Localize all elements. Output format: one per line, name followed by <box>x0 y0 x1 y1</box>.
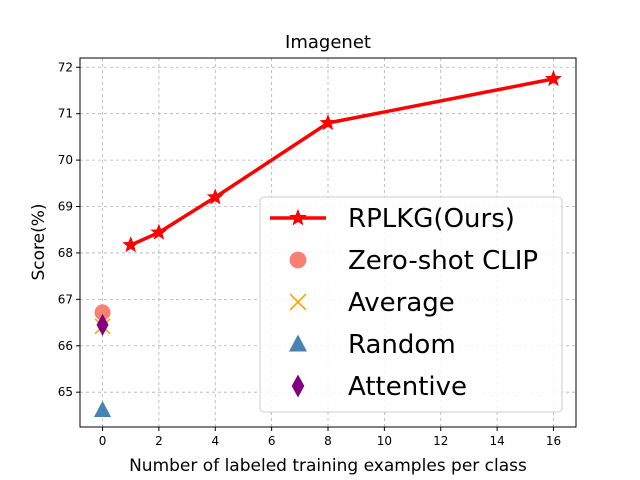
data-point <box>150 223 168 240</box>
legend-label: Average <box>348 288 455 318</box>
legend-label: RPLKG(Ours) <box>348 204 515 234</box>
data-point <box>206 188 224 205</box>
data-point <box>96 313 109 336</box>
legend-label: Random <box>348 330 456 360</box>
series-3 <box>93 400 112 418</box>
legend: RPLKG(Ours) Zero-shot CLIP Average Random At… <box>259 196 563 413</box>
x-tick-label: 10 <box>377 434 392 448</box>
legend-marker <box>289 334 307 352</box>
series-4 <box>96 313 109 336</box>
legend-marker <box>291 374 305 398</box>
x-axis-label: Number of labeled training examples per … <box>129 456 527 476</box>
legend-label: Attentive <box>348 372 467 402</box>
x-tick-label: 16 <box>546 434 561 448</box>
x-tick-label: 6 <box>268 434 276 448</box>
legend-label: Zero-shot CLIP <box>348 246 538 276</box>
legend-entry: Zero-shot CLIP <box>289 246 538 276</box>
legend-entry: RPLKG(Ours) <box>270 204 515 234</box>
y-tick-label: 66 <box>58 339 73 353</box>
y-axis-label: Score(%) <box>29 203 49 280</box>
x-tick-label: 14 <box>489 434 504 448</box>
legend-marker <box>289 208 307 226</box>
legend-entry: Average <box>289 288 455 318</box>
y-tick-label: 72 <box>58 60 73 74</box>
legend-marker <box>289 293 307 311</box>
legend-entry: Random <box>289 330 456 360</box>
data-point <box>319 114 337 131</box>
data-point <box>94 304 111 321</box>
legend-marker <box>289 251 307 269</box>
y-tick-label: 71 <box>58 107 73 121</box>
y-tick-label: 67 <box>58 292 73 306</box>
legend-entry: Attentive <box>291 372 467 402</box>
series-layer <box>93 69 562 418</box>
data-point <box>544 69 562 87</box>
x-tick-label: 4 <box>211 434 219 448</box>
legend-box <box>259 196 563 413</box>
x-tick-label: 2 <box>155 434 163 448</box>
x-tick-label: 8 <box>324 434 332 448</box>
y-tick-label: 68 <box>58 246 73 260</box>
legend-marker-stroke-b <box>289 293 307 311</box>
x-tick-label: 0 <box>99 434 107 448</box>
series-1 <box>94 304 111 321</box>
series-0 <box>122 69 562 253</box>
y-tick-label: 65 <box>58 385 73 399</box>
y-tick-label: 70 <box>58 153 73 167</box>
x-tick-label: 12 <box>433 434 448 448</box>
y-tick-label: 69 <box>58 200 73 214</box>
data-point <box>93 400 112 418</box>
chart-title: Imagenet <box>285 32 371 53</box>
data-point <box>122 236 140 253</box>
